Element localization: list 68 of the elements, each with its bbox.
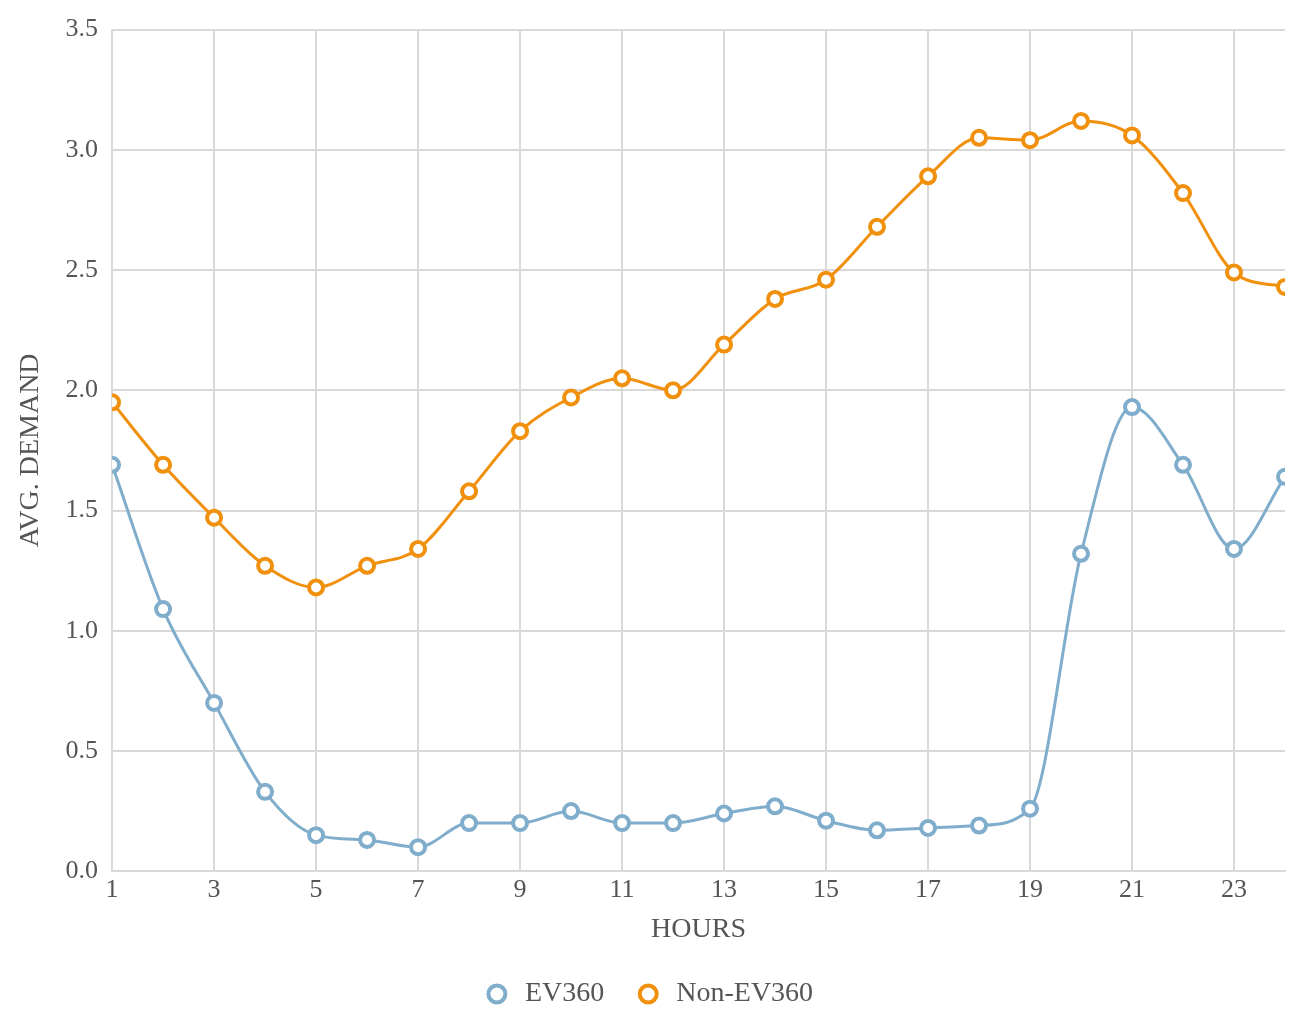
y-tick-label: 3.5 bbox=[65, 13, 99, 43]
x-tick-label: 23 bbox=[1221, 873, 1247, 903]
x-tick-label: 15 bbox=[813, 873, 840, 903]
point bbox=[562, 388, 581, 407]
point bbox=[970, 128, 989, 147]
point bbox=[154, 600, 173, 619]
legend-label: EV360 bbox=[524, 976, 605, 1008]
point bbox=[766, 797, 785, 816]
legend-label: Non-EV360 bbox=[676, 976, 814, 1008]
point bbox=[817, 270, 836, 289]
point bbox=[1174, 184, 1193, 203]
y-tick-label: 0.0 bbox=[65, 855, 99, 885]
x-tick-label: 13 bbox=[711, 873, 738, 903]
y-tick-label: 1.0 bbox=[65, 614, 99, 644]
point bbox=[358, 830, 377, 849]
point bbox=[664, 381, 683, 400]
point bbox=[1225, 263, 1243, 282]
y-tick-label: 2.5 bbox=[65, 253, 99, 283]
point bbox=[613, 369, 632, 388]
point bbox=[460, 814, 479, 833]
point bbox=[256, 556, 275, 575]
point bbox=[205, 508, 224, 527]
x-tick-label: 17 bbox=[915, 873, 942, 903]
point bbox=[868, 821, 887, 840]
point bbox=[1123, 126, 1142, 145]
point bbox=[919, 167, 938, 186]
point bbox=[307, 578, 326, 597]
point bbox=[1072, 111, 1091, 130]
point bbox=[715, 335, 734, 354]
point bbox=[460, 482, 479, 501]
point bbox=[307, 826, 326, 845]
point bbox=[205, 693, 224, 712]
x-tick-label: 19 bbox=[1017, 873, 1044, 903]
point bbox=[1174, 455, 1193, 474]
point bbox=[868, 217, 887, 236]
x-axis-title: HOURS bbox=[651, 911, 747, 943]
point bbox=[1123, 398, 1142, 417]
point bbox=[562, 802, 581, 821]
point bbox=[409, 539, 428, 558]
x-tick-label: 11 bbox=[609, 873, 635, 903]
x-tick-label: 1 bbox=[105, 873, 119, 903]
point bbox=[511, 422, 530, 441]
point bbox=[613, 814, 632, 833]
point bbox=[409, 838, 428, 857]
x-tick-label: 21 bbox=[1119, 873, 1146, 903]
point bbox=[1225, 539, 1243, 558]
point bbox=[919, 818, 938, 837]
x-tick-label: 7 bbox=[411, 873, 425, 903]
point bbox=[766, 289, 785, 308]
point bbox=[358, 556, 377, 575]
y-axis-title: AVG. DEMAND bbox=[13, 353, 45, 548]
point bbox=[817, 811, 836, 830]
x-tick-label: 3 bbox=[207, 873, 221, 903]
point bbox=[154, 455, 173, 474]
point bbox=[970, 816, 989, 835]
point bbox=[1072, 544, 1091, 563]
y-tick-label: 2.0 bbox=[65, 374, 99, 404]
y-tick-label: 0.5 bbox=[65, 734, 99, 764]
point bbox=[511, 814, 530, 833]
y-tick-label: 3.0 bbox=[65, 133, 99, 163]
point bbox=[664, 814, 683, 833]
x-tick-label: 9 bbox=[513, 873, 527, 903]
y-tick-label: 1.5 bbox=[65, 494, 99, 524]
point bbox=[715, 804, 734, 823]
point bbox=[256, 782, 275, 801]
point bbox=[1021, 131, 1040, 150]
point bbox=[1021, 799, 1040, 818]
x-tick-label: 5 bbox=[309, 873, 323, 903]
